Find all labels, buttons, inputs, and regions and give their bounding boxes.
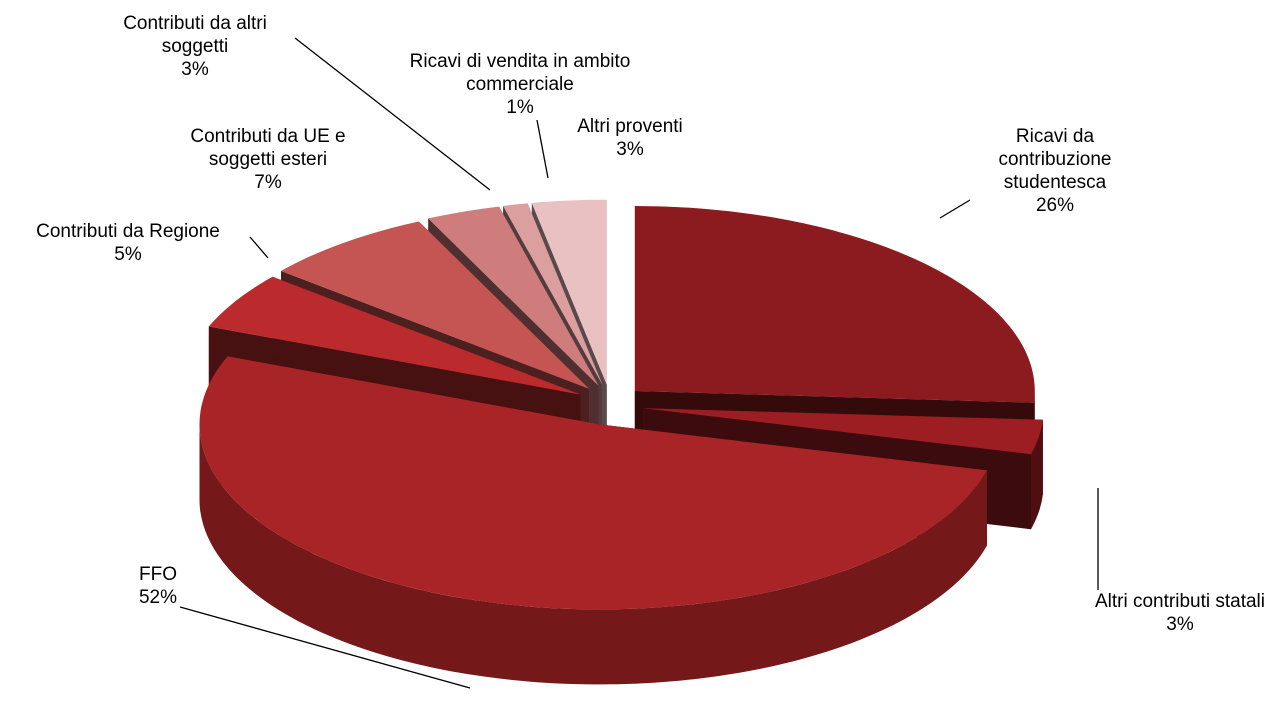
leader-line [294, 37, 491, 191]
slice-percent: 3% [616, 139, 644, 160]
slice-percent: 1% [506, 97, 534, 118]
slice-wall [199, 424, 987, 685]
slice-name: Contributi da UE e soggetti esteri [190, 126, 346, 170]
slice-label: FFO 52% [118, 563, 198, 609]
slice [199, 356, 987, 685]
leader-line [179, 606, 471, 689]
slice-top [503, 203, 603, 386]
slice-wall [1031, 419, 1043, 530]
slice-name: Altri proventi [577, 116, 683, 137]
slice-name: Contributi da altri soggetti [123, 13, 267, 57]
slice-wall-shade [1031, 419, 1043, 530]
slice-top [199, 356, 987, 610]
slice-label: Ricavi di vendita in ambito commerciale 1… [395, 50, 645, 119]
leader-line [536, 119, 549, 179]
slice-top [643, 408, 1043, 455]
slice-wall-shade [199, 424, 987, 685]
slice-percent: 26% [1035, 195, 1075, 216]
slice-label: Altri proventi 3% [555, 115, 705, 161]
slice-name: Altri contributi statali [1094, 591, 1265, 612]
slice-name: FFO [139, 564, 177, 585]
slice-percent: 3% [1166, 614, 1194, 635]
slice-percent: 3% [181, 59, 209, 80]
leader-line [939, 199, 971, 219]
slice-percent: 7% [254, 172, 282, 193]
slice-top [208, 276, 581, 395]
slice-name: Ricavi di vendita in ambito commerciale [409, 51, 631, 95]
slice-top [634, 206, 1035, 403]
slice-name: Ricavi da contribuzione studentesca [998, 126, 1112, 193]
slice-top [531, 199, 607, 385]
slice-percent: 52% [138, 587, 178, 608]
slice-label: Contributi da Regione 5% [8, 220, 248, 266]
slice-label: Ricavi da contribuzione studentesca 26% [960, 125, 1150, 217]
slice-name: Contributi da Regione [36, 221, 220, 242]
slice-label: Contributi da altri soggetti 3% [100, 12, 290, 81]
slice-top [428, 206, 599, 386]
slice-label: Contributi da UE e soggetti esteri 7% [173, 125, 363, 194]
slice-top [281, 221, 590, 389]
slice-label: Altri contributi statali 3% [1070, 590, 1278, 636]
slice-percent: 5% [114, 244, 142, 265]
leader-line [249, 236, 269, 259]
